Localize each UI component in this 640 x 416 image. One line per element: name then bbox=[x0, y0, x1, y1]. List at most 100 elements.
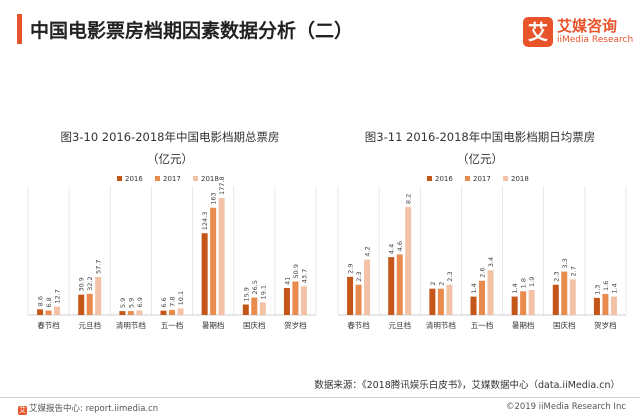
legend-swatch-2017 bbox=[465, 176, 470, 181]
data-label-元旦档-2017: 32.2 bbox=[86, 276, 94, 290]
category-label-五一档: 五一档 bbox=[471, 320, 494, 330]
bar-元旦档-2017 bbox=[86, 293, 93, 315]
footer-report-link[interactable]: 艾媒报告中心: report.iimedia.cn bbox=[29, 404, 159, 414]
bar-五一档-2017 bbox=[479, 280, 485, 315]
bar-暑期档-2018 bbox=[528, 290, 535, 315]
footer-left: 艾艾媒报告中心: report.iimedia.cn bbox=[18, 402, 158, 415]
bar-贺岁档-2018 bbox=[300, 286, 307, 315]
data-label-五一档-2017: 7.8 bbox=[169, 297, 177, 307]
total-box-office-chart: 2016 2017 2018 8.6 6.8 12.7 春节档 30.9 32.257.7 元旦档… bbox=[27, 175, 317, 330]
bar-五一档-2016 bbox=[470, 296, 477, 315]
data-label-春节档-2016: 8.6 bbox=[37, 296, 45, 306]
bar-清明节档-2017 bbox=[127, 311, 134, 315]
bar-清明节档-2016 bbox=[429, 288, 436, 315]
data-label-贺岁档-2016: 1.3 bbox=[593, 285, 601, 295]
bar-贺岁档-2016 bbox=[283, 288, 290, 315]
data-label-元旦档-2017: 4.6 bbox=[396, 241, 404, 251]
data-label-清明节档-2017: 2 bbox=[437, 282, 445, 286]
bar-国庆档-2017 bbox=[251, 297, 258, 315]
data-label-贺岁档-2016: 41 bbox=[283, 277, 291, 285]
data-label-五一档-2017: 2.6 bbox=[479, 267, 487, 277]
legend-swatch-2016 bbox=[117, 176, 122, 181]
category-label-国庆档: 国庆档 bbox=[553, 320, 576, 330]
category-label-五一档: 五一档 bbox=[161, 320, 184, 330]
data-label-暑期档-2017: 163 bbox=[210, 192, 218, 204]
data-label-清明节档-2017: 5.9 bbox=[127, 298, 135, 308]
chart1-unit: （亿元） bbox=[147, 152, 193, 166]
brand-logo-icon: 艾 bbox=[523, 17, 553, 47]
data-label-国庆档-2016: 15.9 bbox=[242, 287, 250, 301]
data-label-暑期档-2018: 177.8 bbox=[218, 176, 226, 195]
bar-暑期档-2016 bbox=[201, 233, 208, 315]
data-label-国庆档-2017: 26.5 bbox=[251, 280, 259, 294]
data-label-元旦档-2018: 57.7 bbox=[95, 260, 103, 274]
bar-春节档-2016 bbox=[37, 309, 44, 315]
bar-贺岁档-2018 bbox=[610, 296, 617, 315]
footer-divider bbox=[0, 397, 640, 398]
legend-label-2017: 2017 bbox=[163, 175, 181, 183]
category-label-暑期档: 暑期档 bbox=[512, 320, 534, 330]
data-label-清明节档-2018: 2.3 bbox=[446, 271, 454, 281]
data-label-贺岁档-2017: 50.9 bbox=[292, 264, 300, 278]
data-label-清明节档-2016: 5.9 bbox=[119, 298, 127, 308]
legend-swatch-2016 bbox=[427, 176, 432, 181]
data-label-五一档-2016: 6.6 bbox=[160, 297, 168, 307]
category-label-春节档: 春节档 bbox=[347, 320, 370, 330]
bar-暑期档-2016 bbox=[511, 296, 518, 315]
bar-五一档-2016 bbox=[160, 310, 167, 315]
data-label-暑期档-2018: 1.9 bbox=[528, 277, 536, 287]
category-label-贺岁档: 贺岁档 bbox=[284, 320, 307, 330]
data-label-春节档-2017: 6.8 bbox=[45, 297, 53, 307]
data-label-国庆档-2018: 19.1 bbox=[259, 285, 267, 299]
category-label-春节档: 春节档 bbox=[37, 320, 60, 330]
data-label-国庆档-2017: 3.3 bbox=[561, 258, 569, 268]
data-label-国庆档-2016: 2.3 bbox=[552, 271, 560, 281]
chart2-unit: （亿元） bbox=[457, 152, 503, 166]
bar-春节档-2017 bbox=[45, 310, 52, 315]
bar-国庆档-2018 bbox=[569, 279, 576, 315]
bar-贺岁档-2017 bbox=[602, 293, 609, 315]
legend-swatch-2017 bbox=[155, 176, 160, 181]
category-label-清明节档: 清明节档 bbox=[116, 320, 146, 330]
bar-元旦档-2016 bbox=[388, 257, 395, 315]
bar-五一档-2018 bbox=[487, 270, 494, 315]
data-source: 数据来源：《2018腾讯娱乐白皮书》，艾媒数据中心（data.iiMedia.c… bbox=[314, 380, 620, 391]
title-accent-bar bbox=[17, 14, 22, 44]
bar-元旦档-2018 bbox=[405, 207, 412, 315]
brand-mini-icon: 艾 bbox=[18, 406, 27, 415]
legend-label-2016: 2016 bbox=[125, 175, 143, 183]
bar-暑期档-2018 bbox=[218, 198, 225, 315]
bar-春节档-2016 bbox=[347, 276, 354, 315]
data-label-贺岁档-2018: 1.4 bbox=[610, 283, 618, 293]
footer: 艾艾媒报告中心: report.iimedia.cn ©2019 iiMedia… bbox=[0, 400, 640, 416]
legend-label-2017: 2017 bbox=[473, 175, 491, 183]
data-label-贺岁档-2018: 43.7 bbox=[300, 269, 308, 283]
data-label-元旦档-2016: 4.4 bbox=[388, 244, 396, 254]
data-label-春节档-2018: 12.7 bbox=[54, 289, 62, 303]
data-label-清明节档-2018: 6.9 bbox=[136, 297, 144, 307]
category-label-贺岁档: 贺岁档 bbox=[594, 320, 617, 330]
bar-贺岁档-2017 bbox=[292, 281, 299, 315]
category-label-暑期档: 暑期档 bbox=[202, 320, 225, 330]
bar-暑期档-2017 bbox=[520, 291, 527, 315]
data-label-暑期档-2016: 124.3 bbox=[201, 212, 209, 231]
bar-国庆档-2016 bbox=[242, 304, 249, 315]
data-label-元旦档-2018: 8.2 bbox=[405, 194, 413, 204]
brand-name: 艾媒咨询 bbox=[557, 17, 618, 35]
category-label-清明节档: 清明节档 bbox=[426, 320, 456, 330]
bar-清明节档-2017 bbox=[437, 288, 444, 315]
bar-元旦档-2018 bbox=[95, 277, 102, 315]
legend-swatch-2018 bbox=[503, 176, 508, 181]
data-label-五一档-2016: 1.4 bbox=[470, 283, 478, 293]
legend-label-2018: 2018 bbox=[201, 175, 219, 183]
chart2-title: 图3-11 2016-2018年中国电影档期日均票房 bbox=[364, 130, 596, 144]
legend-label-2018: 2018 bbox=[511, 175, 529, 183]
bar-春节档-2018 bbox=[54, 306, 61, 315]
bar-清明节档-2018 bbox=[446, 284, 453, 315]
bar-元旦档-2016 bbox=[78, 294, 85, 315]
page-title: 中国电影票房档期因素数据分析（二） bbox=[30, 20, 354, 42]
bar-国庆档-2017 bbox=[561, 271, 568, 315]
data-label-暑期档-2017: 1.8 bbox=[520, 278, 528, 288]
data-label-五一档-2018: 3.4 bbox=[487, 257, 495, 267]
